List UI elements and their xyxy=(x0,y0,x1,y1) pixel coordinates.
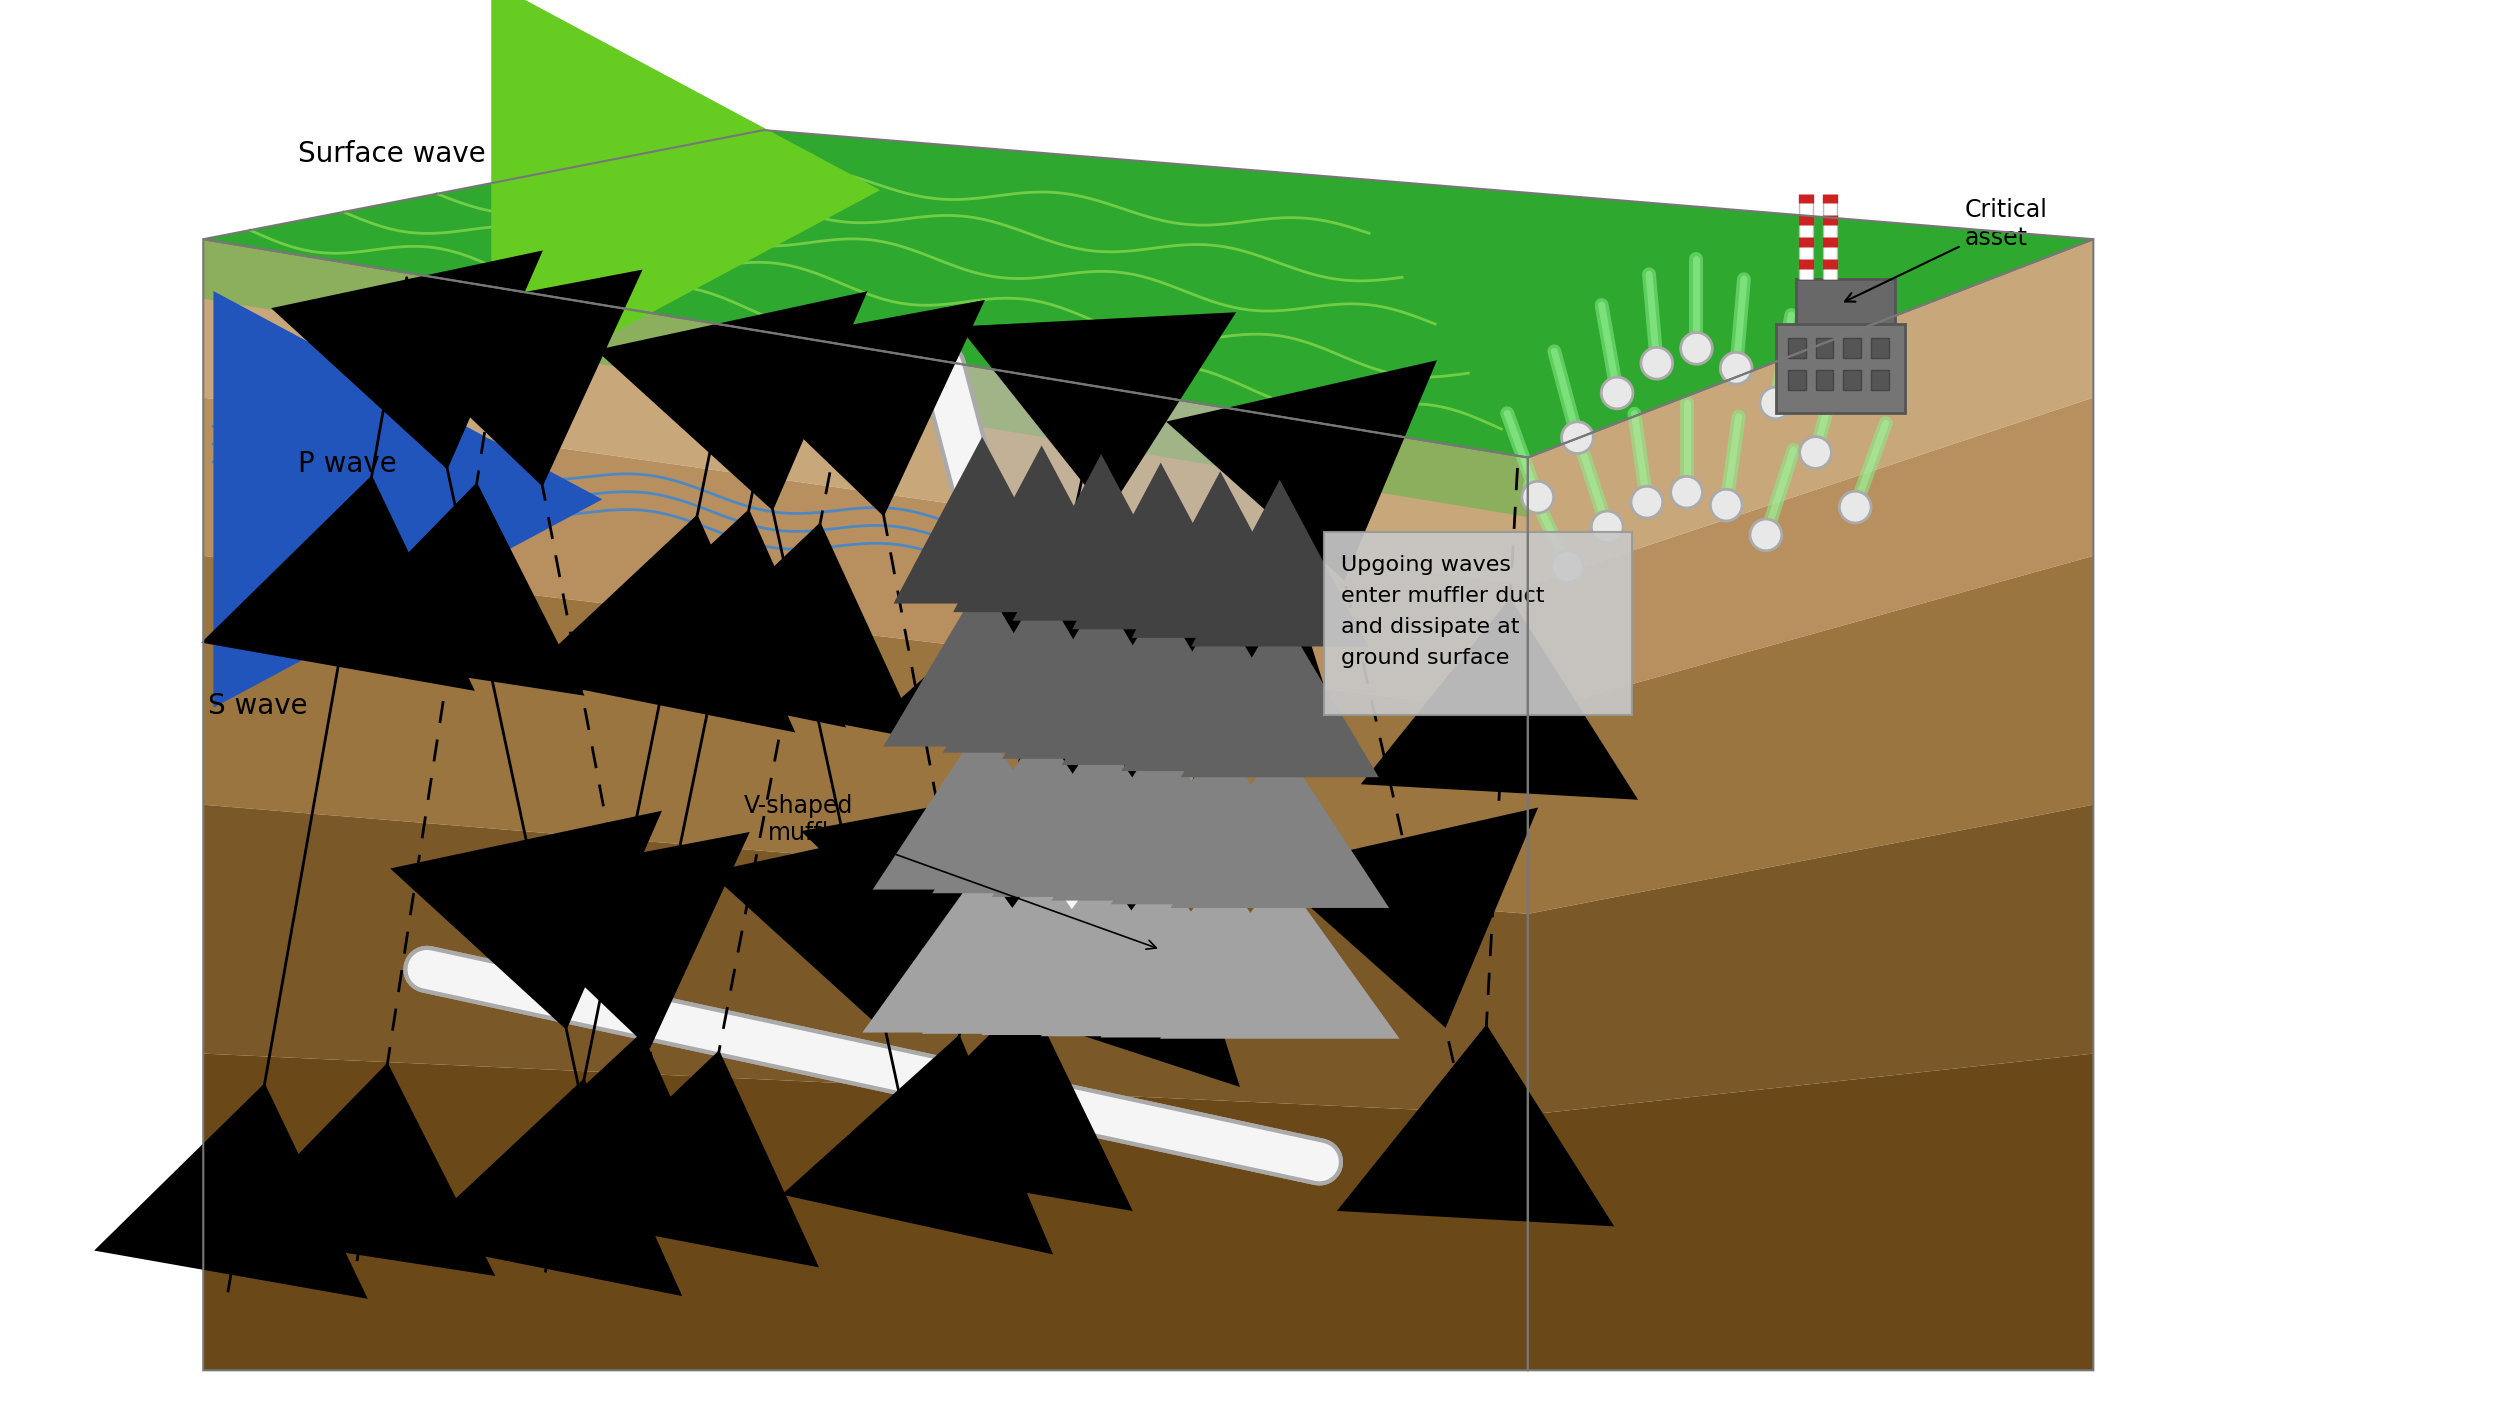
FancyBboxPatch shape xyxy=(1795,278,1895,323)
FancyBboxPatch shape xyxy=(1815,339,1832,359)
Polygon shape xyxy=(1528,239,2092,585)
Polygon shape xyxy=(202,1053,1528,1371)
Text: Critical
asset: Critical asset xyxy=(1845,198,2048,302)
Circle shape xyxy=(1552,551,1582,582)
Circle shape xyxy=(1680,332,1712,364)
Polygon shape xyxy=(1528,1053,2092,1371)
Circle shape xyxy=(1640,347,1672,380)
FancyBboxPatch shape xyxy=(1842,370,1860,389)
Circle shape xyxy=(1670,477,1702,508)
Circle shape xyxy=(1760,387,1792,419)
Circle shape xyxy=(1720,353,1752,384)
Polygon shape xyxy=(202,239,1528,517)
Polygon shape xyxy=(1528,804,2092,1115)
Polygon shape xyxy=(202,398,1528,713)
Circle shape xyxy=(1710,489,1742,522)
FancyBboxPatch shape xyxy=(1815,370,1832,389)
Polygon shape xyxy=(892,353,1380,959)
FancyBboxPatch shape xyxy=(1870,370,1890,389)
FancyBboxPatch shape xyxy=(1788,370,1805,389)
FancyBboxPatch shape xyxy=(1842,339,1860,359)
Polygon shape xyxy=(1528,398,2092,713)
Circle shape xyxy=(1800,437,1832,468)
Circle shape xyxy=(1522,481,1552,513)
Text: Surface wave: Surface wave xyxy=(298,141,485,169)
Polygon shape xyxy=(202,131,2092,457)
Circle shape xyxy=(1562,422,1592,454)
Circle shape xyxy=(1750,519,1782,551)
Circle shape xyxy=(1600,377,1632,409)
FancyBboxPatch shape xyxy=(1325,531,1632,716)
Circle shape xyxy=(1592,510,1622,543)
Circle shape xyxy=(1840,491,1870,523)
FancyBboxPatch shape xyxy=(1870,339,1890,359)
FancyBboxPatch shape xyxy=(1775,323,1905,413)
Polygon shape xyxy=(1528,555,2092,914)
Polygon shape xyxy=(202,239,1528,585)
Circle shape xyxy=(1118,946,1145,973)
Text: P wave: P wave xyxy=(298,450,398,478)
Text: Upgoing waves
enter muffler duct
and dissipate at
ground surface: Upgoing waves enter muffler duct and dis… xyxy=(1342,555,1545,668)
Polygon shape xyxy=(202,555,1528,914)
Polygon shape xyxy=(202,804,1528,1115)
FancyBboxPatch shape xyxy=(1788,339,1805,359)
Circle shape xyxy=(1630,486,1662,517)
Text: V-shaped
muffler: V-shaped muffler xyxy=(745,793,1158,949)
Text: S wave: S wave xyxy=(208,692,308,720)
